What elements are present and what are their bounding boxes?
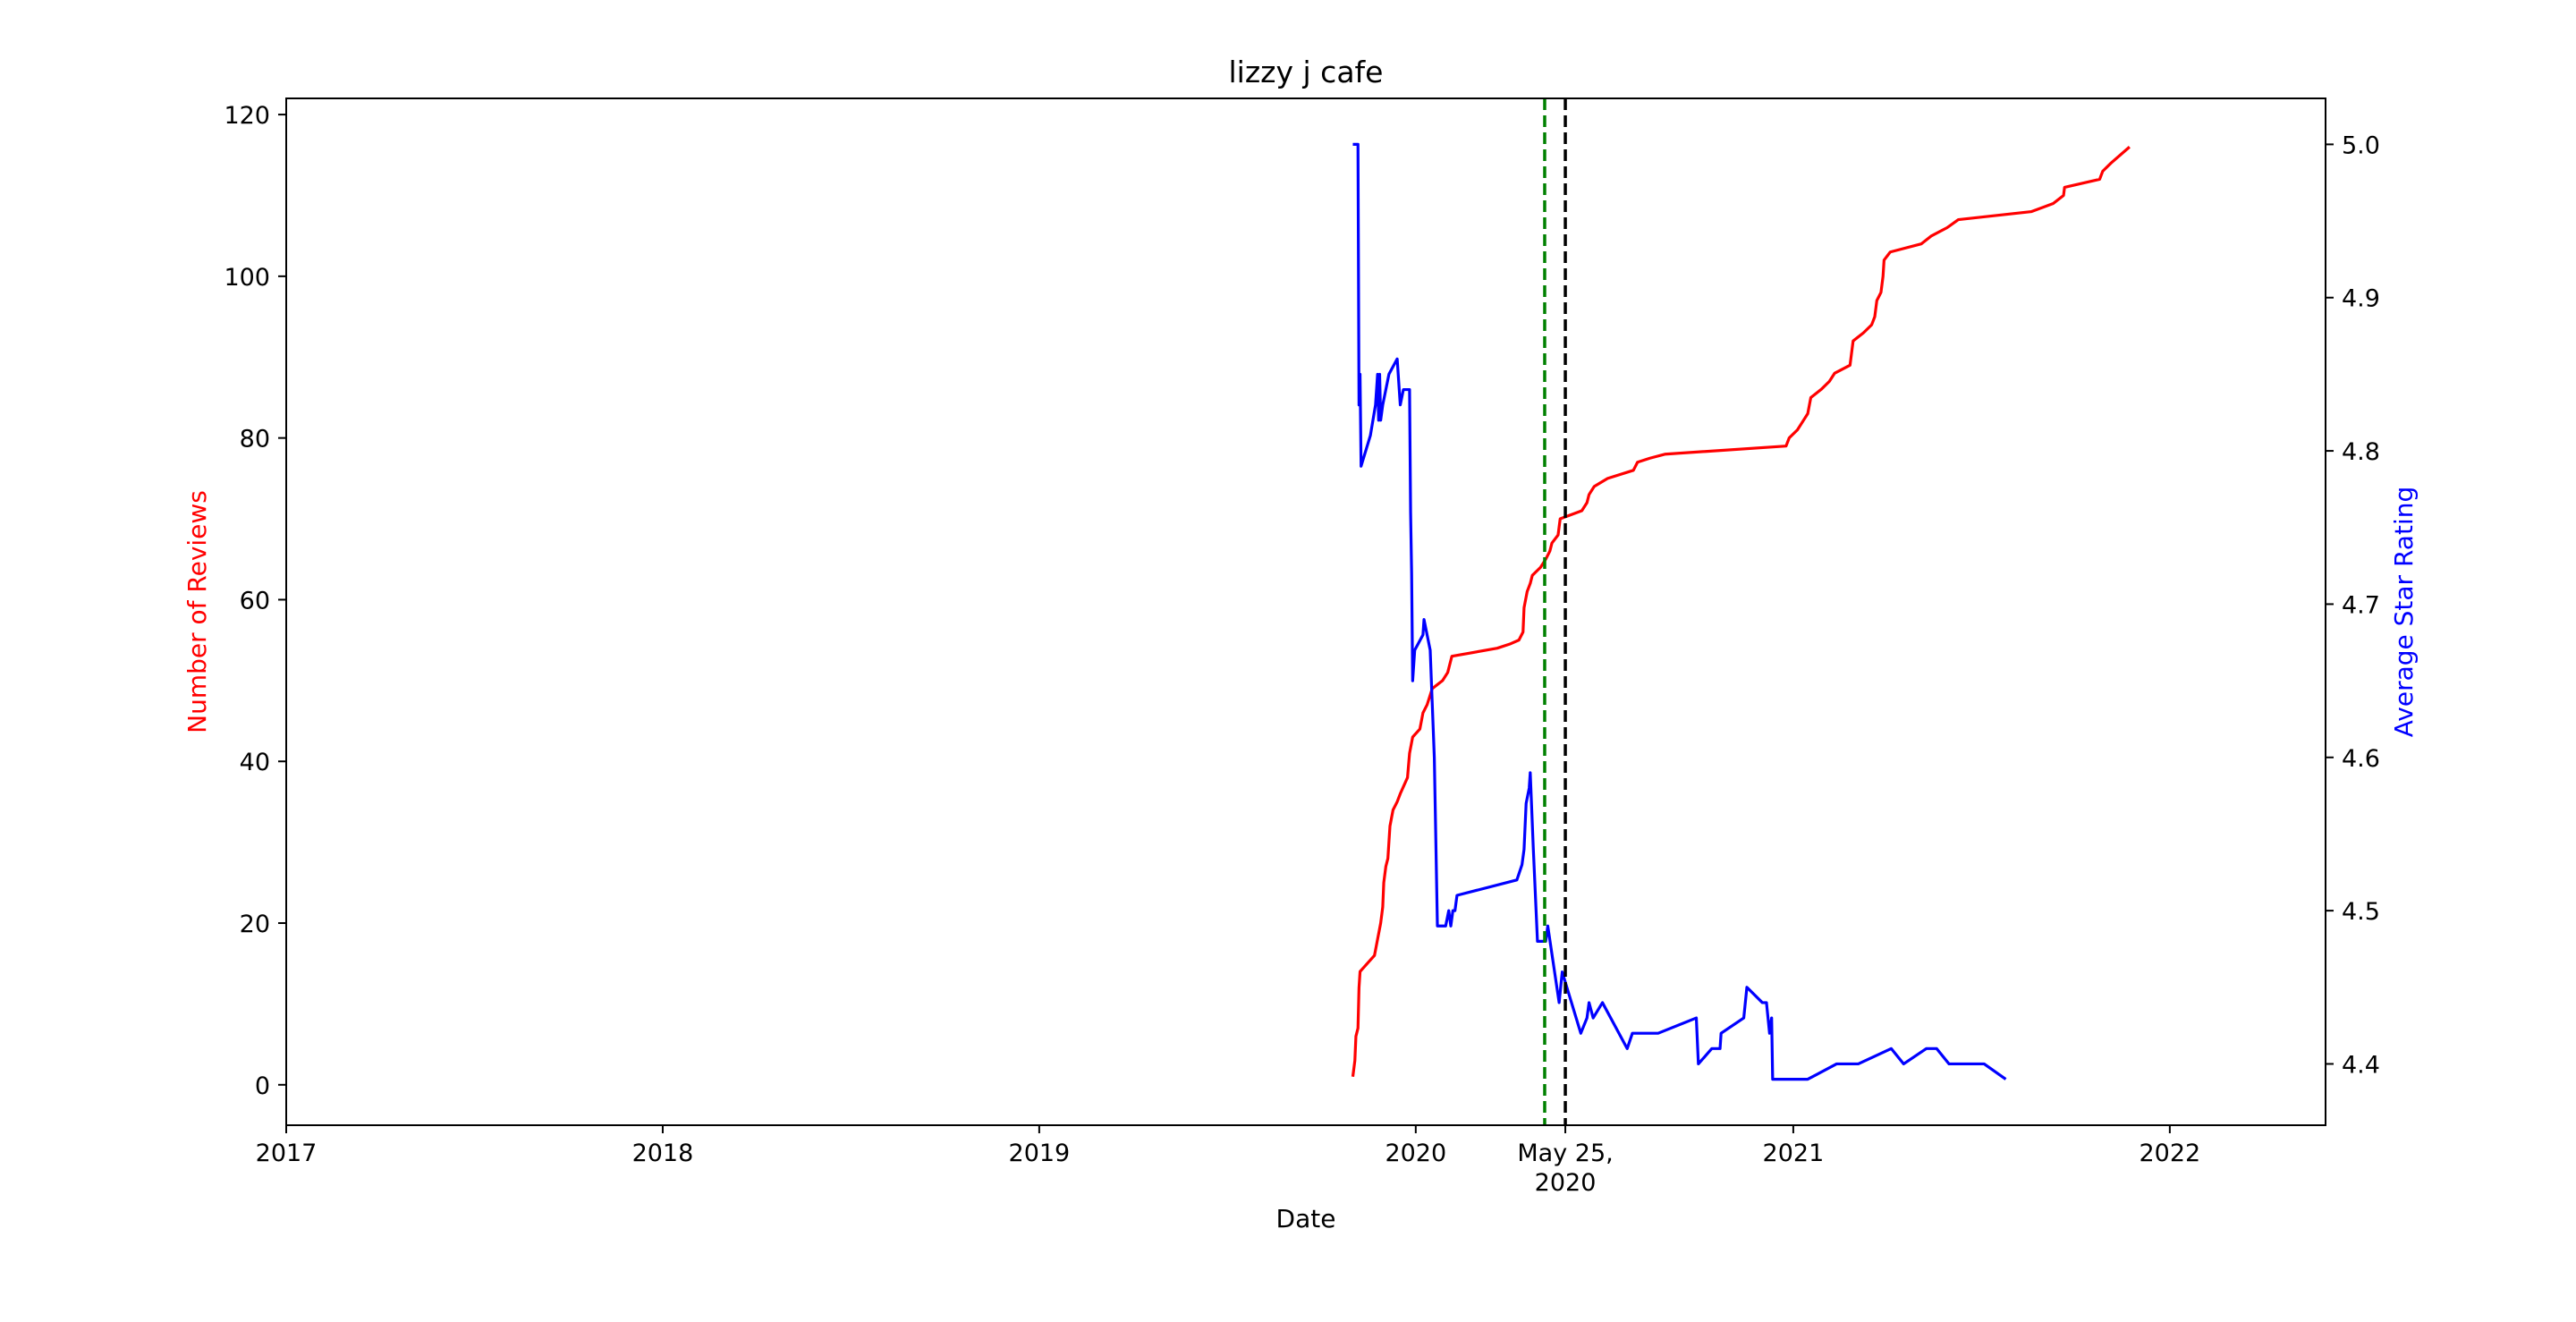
reviews-count-line [1351,146,2131,1077]
plot-area [1351,98,2131,1125]
x-tick-label: 2020 [1385,1140,1446,1167]
x-tick-label: 2022 [2139,1140,2200,1167]
y-right-tick-label: 4.8 [2342,438,2380,466]
plot-frame [285,97,2326,1126]
y-axis-left-title: Number of Reviews [182,490,212,733]
y-right-tick-label: 4.5 [2342,898,2380,926]
y-right-tick-label: 5.0 [2342,131,2380,159]
y-left-tick-label: 20 [240,911,270,938]
x-tick-label: 2017 [256,1140,318,1167]
y-left-tick-label: 100 [224,264,270,292]
x-tick-label: May 25, [1517,1140,1613,1167]
y-right-tick-label: 4.7 [2342,591,2380,619]
y-right-tick-label: 4.6 [2342,745,2380,773]
x-tick-label: 2018 [632,1140,694,1167]
y-axis-right: 4.4 4.5 4.6 4.7 4.8 4.9 5.0 [2326,131,2380,1079]
y-right-tick-label: 4.4 [2342,1051,2380,1079]
y-axis-left: 0 20 40 60 80 100 120 [224,102,286,1100]
x-tick-label: 2020 [1535,1169,1597,1197]
y-left-tick-label: 80 [240,426,270,453]
chart-title: lizzy j cafe [1229,55,1384,89]
star-rating-line [1352,142,2007,1081]
x-tick-label: 2021 [1763,1140,1825,1167]
x-tick-label: 2019 [1009,1140,1071,1167]
y-left-tick-label: 40 [240,749,270,776]
x-axis-title: Date [1276,1204,1336,1233]
y-right-tick-label: 4.9 [2342,285,2380,313]
y-axis-right-title: Average Star Rating [2389,487,2419,737]
y-left-tick-label: 60 [240,587,270,614]
y-left-tick-label: 120 [224,102,270,130]
y-left-tick-label: 0 [255,1072,270,1100]
